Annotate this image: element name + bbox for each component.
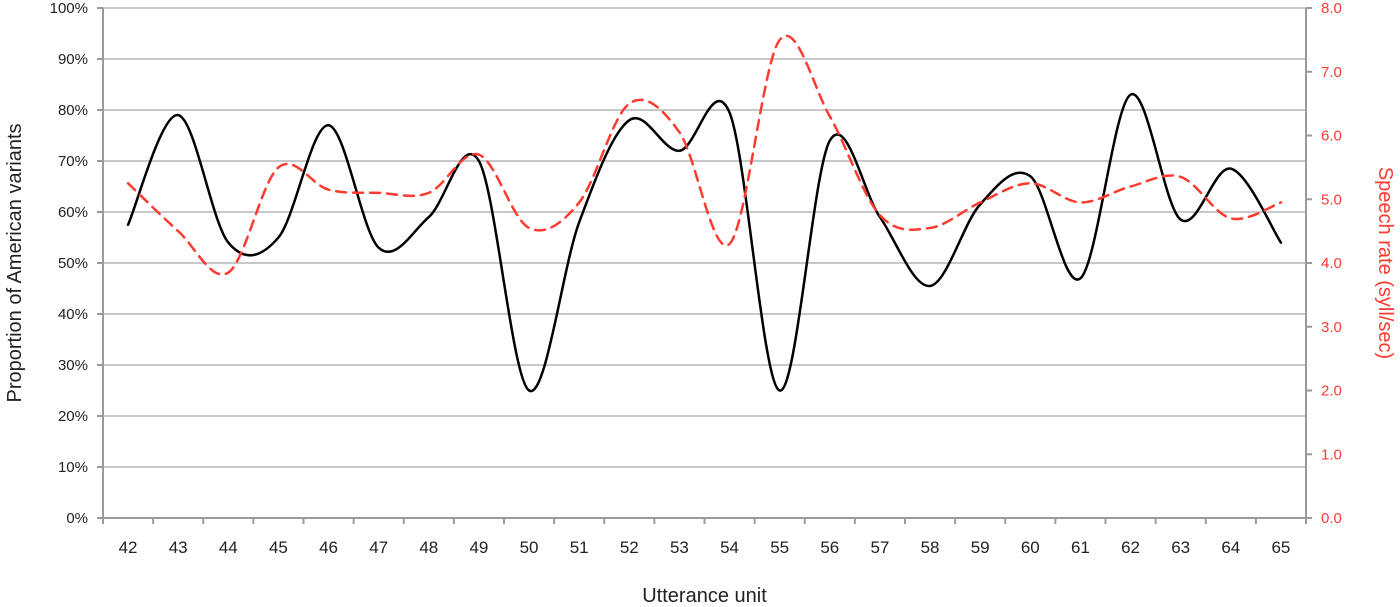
- right-tick-label: 8.0: [1321, 0, 1342, 17]
- x-tick-label: 49: [469, 538, 488, 557]
- x-tick-label: 59: [971, 538, 990, 557]
- right-tick-label: 6.0: [1321, 128, 1342, 145]
- left-tick-label: 100%: [50, 0, 88, 17]
- gridlines: [103, 7, 1306, 468]
- left-tick-label: 20%: [58, 408, 88, 425]
- left-tick-label: 50%: [58, 255, 88, 272]
- x-tick-label: 58: [921, 538, 940, 557]
- left-tick-label: 70%: [58, 153, 88, 170]
- x-tick-label: 44: [219, 538, 238, 557]
- x-tick-label: 56: [820, 538, 839, 557]
- right-axis-title: Speech rate (syll/sec): [1374, 167, 1396, 359]
- right-tick-label: 7.0: [1321, 64, 1342, 81]
- left-tick-label: 80%: [58, 102, 88, 119]
- x-tick-label: 43: [169, 538, 188, 557]
- right-tick-label: 2.0: [1321, 383, 1342, 400]
- right-tick-label: 5.0: [1321, 191, 1342, 208]
- x-tick-label: 63: [1171, 538, 1190, 557]
- left-tick-label: 90%: [58, 51, 88, 68]
- x-tick-label: 60: [1021, 538, 1040, 557]
- x-tick-label: 46: [319, 538, 338, 557]
- x-tick-label: 61: [1071, 538, 1090, 557]
- x-tick-label: 42: [119, 538, 138, 557]
- right-tick-label: 4.0: [1321, 255, 1342, 272]
- x-tick-label: 45: [269, 538, 288, 557]
- x-tick-label: 55: [770, 538, 789, 557]
- left-axis-tick-labels: 0% 10% 20% 30% 40% 50% 60% 70% 80% 90% 100%: [50, 0, 88, 527]
- x-tick-label: 53: [670, 538, 689, 557]
- proportion-line: [126, 93, 1283, 392]
- x-axis-tick-labels: 42 43 44 45 46 47 48 49 50 51 52 53 54 55 56 57 58 59 60 61…: [119, 538, 1291, 557]
- x-tick-label: 57: [870, 538, 889, 557]
- x-axis-title: Utterance unit: [642, 585, 767, 607]
- left-tick-label: 60%: [58, 204, 88, 221]
- x-tick-label: 51: [570, 538, 589, 557]
- x-tick-label: 48: [419, 538, 438, 557]
- x-tick-label: 47: [369, 538, 388, 557]
- x-tick-label: 64: [1221, 538, 1240, 557]
- left-tick-label: 10%: [58, 459, 88, 476]
- right-tick-label: 3.0: [1321, 319, 1342, 336]
- left-tick-label: 0%: [66, 510, 88, 527]
- x-tick-label: 62: [1121, 538, 1140, 557]
- right-tick-label: 1.0: [1321, 446, 1342, 463]
- x-tick-label: 54: [720, 538, 739, 557]
- axes: [97, 7, 1312, 524]
- left-axis-title: Proportion of American variants: [4, 123, 26, 402]
- right-axis-tick-labels: 0.0 1.0 2.0 3.0 4.0 5.0 6.0 7.0 8.0: [1321, 0, 1342, 527]
- x-tick-label: 65: [1271, 538, 1290, 557]
- x-tick-label: 50: [520, 538, 539, 557]
- speech-rate-line: [126, 34, 1283, 276]
- left-tick-label: 40%: [58, 306, 88, 323]
- right-tick-label: 0.0: [1321, 510, 1342, 527]
- series-lines: [126, 34, 1283, 392]
- left-tick-label: 30%: [58, 357, 88, 374]
- x-tick-label: 52: [620, 538, 639, 557]
